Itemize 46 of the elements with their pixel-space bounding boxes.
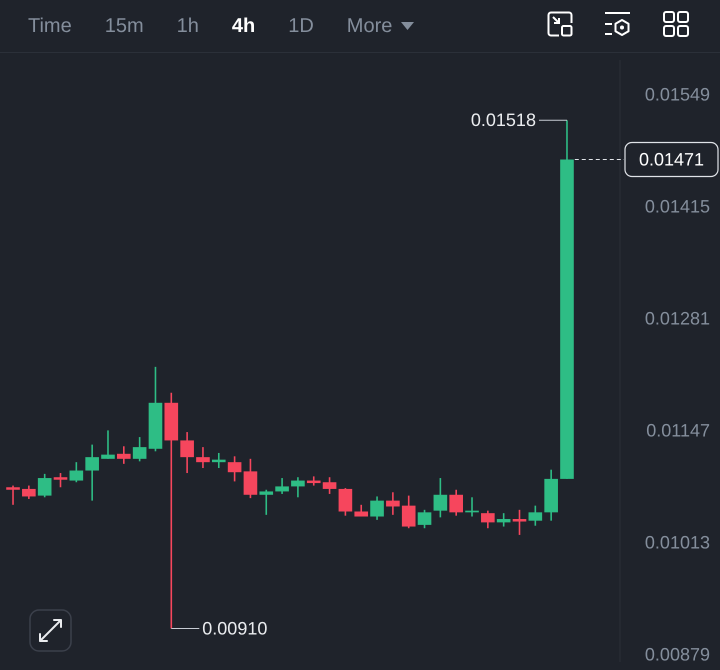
y-tick-label: 0.00879 xyxy=(644,644,710,664)
candlestick xyxy=(244,458,258,499)
candlestick xyxy=(418,509,432,530)
text: Time xyxy=(28,14,72,38)
candlestick xyxy=(338,487,352,516)
candlestick xyxy=(481,510,495,530)
y-tick-label: 0.01013 xyxy=(644,532,710,552)
text: 4h xyxy=(232,14,256,38)
candlestick xyxy=(449,488,463,516)
candlestick xyxy=(38,473,52,498)
candlestick xyxy=(434,477,448,518)
candlestick xyxy=(275,477,289,495)
candlestick xyxy=(496,512,510,528)
y-tick-label: 0.01281 xyxy=(644,308,710,328)
y-tick-label: 0.01415 xyxy=(644,196,710,216)
candlestick xyxy=(212,452,226,469)
candlestick xyxy=(291,476,305,498)
annotation: 0.01518 xyxy=(470,110,536,130)
candlestick xyxy=(117,445,131,465)
candlestick xyxy=(465,496,479,518)
ref-line-label: 0.01471 xyxy=(638,149,704,170)
candlestick xyxy=(6,484,20,506)
text: More xyxy=(346,14,392,38)
candlestick xyxy=(228,456,242,482)
candlestick xyxy=(402,494,416,530)
candlestick xyxy=(322,476,336,495)
candlestick xyxy=(386,491,400,516)
candlestick xyxy=(528,504,542,527)
y-tick-label: 0.01549 xyxy=(644,84,710,104)
candlestick xyxy=(54,472,68,488)
candlestick xyxy=(196,446,210,469)
text: 15m xyxy=(104,14,144,38)
annotation: 0.00910 xyxy=(202,618,268,639)
candlestick xyxy=(180,431,194,474)
candlestick xyxy=(132,436,146,462)
candlestick xyxy=(259,488,274,516)
candlestick xyxy=(101,430,115,460)
candlestick xyxy=(306,476,321,486)
candlestick xyxy=(22,484,36,500)
y-tick-label: 0.01147 xyxy=(646,420,710,440)
text: 1D xyxy=(288,14,314,38)
candlestick xyxy=(370,496,384,521)
text: 1h xyxy=(176,14,199,38)
candlestick xyxy=(512,509,526,536)
candlestick xyxy=(85,444,99,502)
candlestick xyxy=(70,461,84,484)
